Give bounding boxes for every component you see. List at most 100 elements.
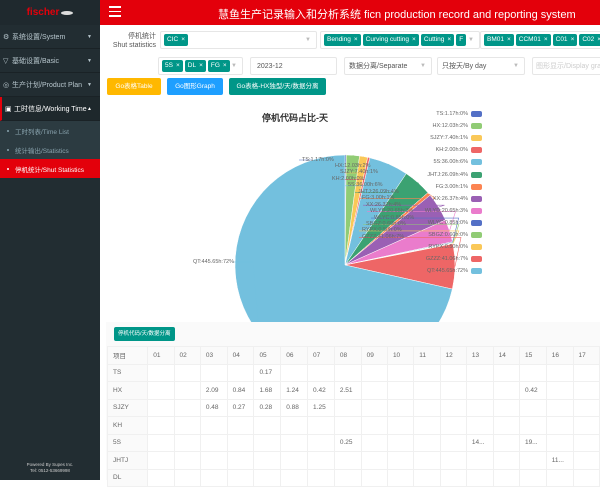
legend-item-5s[interactable]: 5S:36.00h:6% xyxy=(420,159,482,166)
legend-item-fg[interactable]: FG:3.00h:1% xyxy=(420,183,482,190)
filter-icon: ▽ xyxy=(3,57,9,65)
label-line xyxy=(345,164,396,187)
menu-icon[interactable] xyxy=(109,6,121,18)
tag-cic: CIC × xyxy=(164,34,188,46)
legend-swatch xyxy=(471,123,482,130)
legend-item-kh[interactable]: KH:2.00h:0% xyxy=(420,147,482,154)
table-cell xyxy=(173,398,201,417)
column-header: 07 xyxy=(307,346,335,365)
legend-item-ts[interactable]: TS:1.17h:0% xyxy=(420,111,482,117)
column-header: 04 xyxy=(226,346,255,365)
column-header: 13 xyxy=(465,346,494,365)
logo[interactable]: fischer xyxy=(0,0,100,25)
slice-label: HX:12.03h:2% xyxy=(335,162,371,169)
legend-swatch xyxy=(471,111,482,117)
table-cell xyxy=(545,381,574,400)
page-title: 慧鱼生产记录输入和分析系统 ficn production record and… xyxy=(218,9,576,21)
display-select[interactable]: 图形显示/Display graph xyxy=(532,57,600,75)
legend-swatch xyxy=(471,207,482,214)
legend-swatch xyxy=(471,159,482,166)
sidebar: fischer ⚙ 系统设置/System ▼ ▽ 基础设置/Basic ▼ ◎ 生产计划… xyxy=(0,0,100,480)
legend-item-gzzz[interactable]: GZZZ:41.06h:7% xyxy=(420,256,482,263)
legend-item-sbgz[interactable]: SBGZ:0.60h:0% xyxy=(420,232,482,238)
process-select[interactable]: Bending × Curving cutting × Cutting × F ▼ xyxy=(320,31,480,49)
remove-icon: × xyxy=(199,62,203,69)
station-select[interactable]: CIC × ▼ xyxy=(160,31,317,49)
table-cell xyxy=(518,398,547,417)
table-cell xyxy=(413,416,441,435)
slice-label: WLYC:0.85h:0% xyxy=(374,214,415,221)
legend-swatch xyxy=(471,256,482,263)
sidebar-group-system[interactable]: ⚙ 系统设置/System ▼ xyxy=(0,25,100,49)
table-cell xyxy=(333,451,362,470)
table-row: JHTJ 11... xyxy=(106,451,600,470)
pie-slice-qt[interactable] xyxy=(234,154,453,322)
legend-swatch xyxy=(471,195,482,202)
table-cell: 0.48 xyxy=(199,398,228,417)
table-cell xyxy=(413,451,441,470)
table-cell xyxy=(545,468,574,487)
table-cell xyxy=(572,381,600,400)
table-cell xyxy=(280,363,309,382)
mode-select[interactable]: 数据分离/Separate ▼ xyxy=(344,57,432,75)
go-hx-table-button[interactable]: Go表格-HX独型/天/数据分离 xyxy=(229,78,326,95)
caret-down-icon: ▼ xyxy=(87,33,92,40)
shut-code-day-button[interactable]: 停机代码/天/数据分离 xyxy=(114,327,175,341)
shut-code-select[interactable]: 5S × DL × FG × ▼ xyxy=(158,57,243,75)
table-cell xyxy=(413,398,441,417)
remove-icon: × xyxy=(447,36,452,43)
sidebar-group-product-plan[interactable]: ◎ 生产计划/Product Plan ▼ xyxy=(0,73,100,97)
slice-label: SBGZ:0.60h:0% xyxy=(366,221,406,227)
table-cell xyxy=(386,433,415,452)
table-cell xyxy=(360,398,388,417)
chevron-down-icon: ▼ xyxy=(513,63,519,69)
machine-select[interactable]: BM01×CCM01×C01×C02× xyxy=(480,31,600,49)
legend-item-xx[interactable]: XX:26.37h:4% xyxy=(420,195,482,202)
legend-item-hx[interactable]: HX:12.03h:2% xyxy=(420,123,482,130)
legend-item-rypx[interactable]: RYPX:0.50h:0% xyxy=(420,244,482,251)
table-cell xyxy=(572,363,600,382)
table-cell xyxy=(518,416,547,435)
table-cell xyxy=(333,363,362,382)
month-input[interactable]: 2023-12 xyxy=(250,57,337,75)
legend-item-wlyd[interactable]: WLYD:20.65h:3% xyxy=(420,207,482,214)
sidebar-group-working-time[interactable]: ▣ 工时信息/Working Time ▲ xyxy=(0,97,100,121)
table-cell xyxy=(572,468,600,487)
table-cell xyxy=(333,416,362,435)
sidebar-group-basic[interactable]: ▽ 基础设置/Basic ▼ xyxy=(0,49,100,73)
table-cell xyxy=(545,433,574,452)
table-cell xyxy=(413,363,441,382)
table-cell xyxy=(199,363,228,382)
legend-item-jhtj[interactable]: JHTJ:26.09h:4% xyxy=(420,171,482,178)
table-cell xyxy=(173,433,201,452)
table-cell xyxy=(465,416,494,435)
sidebar-item-shut-statistics[interactable]: 停机统计/Shut Statistics xyxy=(0,159,100,178)
table-cell xyxy=(253,433,282,452)
chevron-down-icon: ▼ xyxy=(420,63,426,69)
chevron-down-icon: ▼ xyxy=(468,37,474,43)
table-cell xyxy=(360,381,388,400)
table-cell: 0.42 xyxy=(518,381,547,400)
sidebar-item-statistics[interactable]: 统计输出/Statistics xyxy=(0,140,100,159)
slice-label: GZZZ:41.06h:7% xyxy=(362,233,405,240)
label-line xyxy=(363,224,460,244)
table-cell: 0.84 xyxy=(226,381,255,400)
chevron-down-icon: ▼ xyxy=(231,63,237,69)
period-select[interactable]: 只按天/By day ▼ xyxy=(437,57,525,75)
table-cell xyxy=(307,433,335,452)
table-cell: 5S xyxy=(106,433,149,452)
go-graph-button[interactable]: Go图形Graph xyxy=(167,78,223,95)
caret-up-icon: ▲ xyxy=(87,105,92,112)
fish-icon xyxy=(61,10,74,15)
legend-item-sjzy[interactable]: SJZY:7.40h:1% xyxy=(420,135,482,142)
table-cell xyxy=(439,468,467,487)
legend-item-qt[interactable]: QT:445.65h:72% xyxy=(420,268,482,275)
sidebar-item-time-list[interactable]: 工时列表/Time List xyxy=(0,121,100,140)
table-cell xyxy=(439,381,467,400)
table-cell xyxy=(280,416,309,435)
table-cell xyxy=(360,363,388,382)
legend-item-wlyc[interactable]: WLYC:0.85h:0% xyxy=(420,219,482,226)
go-table-button[interactable]: Go表格Table xyxy=(107,78,161,95)
table-cell xyxy=(280,451,309,470)
remove-icon: × xyxy=(175,62,180,69)
